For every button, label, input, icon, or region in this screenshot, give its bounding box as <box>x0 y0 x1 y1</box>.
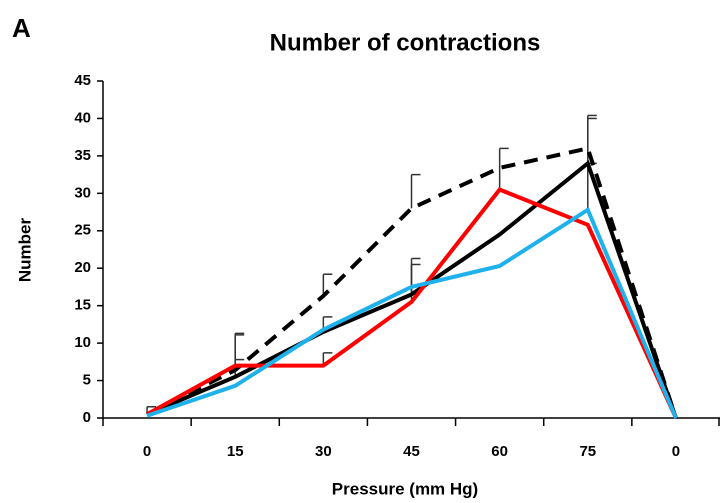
x-tick-label: 30 <box>315 443 332 460</box>
series-line <box>146 160 678 419</box>
x-tick-label: 60 <box>491 443 508 460</box>
series-line <box>146 187 678 419</box>
y-tick-label: 35 <box>74 147 91 164</box>
error-bar <box>587 114 597 149</box>
error-bar <box>587 117 597 164</box>
y-axis-label: Number <box>15 218 34 283</box>
chart-title: Number of contractions <box>270 29 541 56</box>
panel-label: A <box>12 13 31 43</box>
y-tick-label: 45 <box>74 72 91 89</box>
y-tick-label: 0 <box>83 409 91 426</box>
x-tick-label: 0 <box>143 443 151 460</box>
y-tick-label: 40 <box>74 109 91 126</box>
x-tick-label: 0 <box>672 443 680 460</box>
series-line <box>146 146 678 419</box>
y-tick-label: 20 <box>74 259 91 276</box>
x-tick-label: 45 <box>403 443 420 460</box>
error-bar <box>498 147 509 190</box>
y-tick-label: 5 <box>83 372 91 389</box>
series-line <box>146 206 678 419</box>
error-bar <box>322 273 333 296</box>
y-tick-label: 30 <box>74 184 91 201</box>
y-tick-label: 25 <box>74 222 91 239</box>
x-axis-label: Pressure (mm Hg) <box>332 479 478 498</box>
y-tick-label: 10 <box>74 334 91 351</box>
error-bar <box>410 173 421 209</box>
y-tick-label: 15 <box>74 297 91 314</box>
x-tick-label: 15 <box>227 443 244 460</box>
x-tick-label: 75 <box>579 443 596 460</box>
error-bar <box>234 332 245 366</box>
